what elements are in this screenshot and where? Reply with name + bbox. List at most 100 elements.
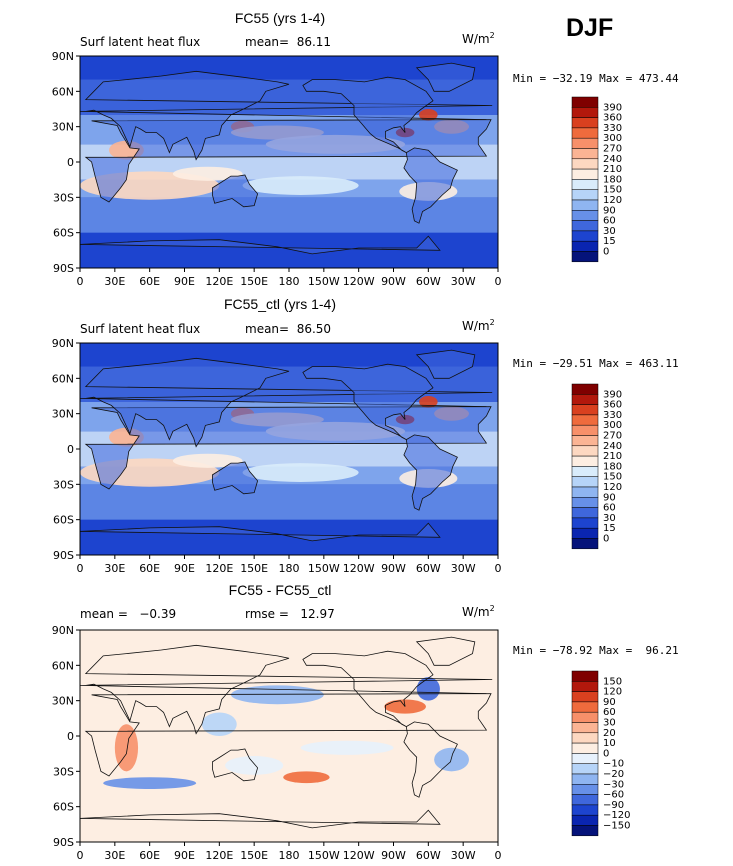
map-contour-patch (242, 176, 359, 195)
x-tick-label: 150E (240, 849, 268, 862)
subtitle-left: Surf latent heat flux (80, 35, 201, 49)
x-tick-label: 60W (416, 849, 441, 862)
subtitle-left: mean = −0.39 (80, 607, 177, 621)
map-contour-patch (172, 166, 243, 181)
coastline (302, 76, 434, 153)
colorbar-label: 210 (603, 164, 622, 175)
colorbar-label: −120 (603, 810, 630, 821)
min-max-readout: Min = −29.51 Max = 463.11 (513, 357, 679, 370)
subtitle-stat: rmse = 12.97 (245, 607, 335, 621)
colorbar-swatch (571, 230, 599, 242)
colorbar-label: 150 (603, 676, 622, 687)
y-tick-label: 60S (53, 514, 74, 527)
coastline (79, 644, 493, 735)
colorbar-swatch (571, 732, 599, 744)
colorbar-swatch (571, 240, 599, 252)
colorbar-label: 390 (603, 102, 622, 113)
colorbar-swatch (571, 466, 599, 477)
colorbar-label: 210 (603, 451, 622, 462)
x-tick-label: 120E (205, 562, 233, 575)
colorbar-label: 330 (603, 410, 622, 421)
map-contour-patch (242, 463, 359, 482)
map-contour-patch (419, 396, 438, 408)
x-tick-label: 0 (495, 275, 502, 288)
map-contour-patch (201, 712, 237, 736)
coastline (403, 147, 458, 224)
coastline (302, 650, 434, 727)
colorbar-label: 60 (603, 216, 616, 227)
colorbar-label: 90 (603, 492, 616, 503)
colorbar-label: 120 (603, 687, 622, 698)
colorbar-label: 240 (603, 441, 622, 452)
colorbar-swatch (571, 814, 599, 826)
x-tick-label: 60W (416, 275, 441, 288)
map-contour-patch (434, 747, 469, 772)
x-tick-label: 60E (139, 562, 160, 575)
colorbar-swatch (571, 168, 599, 180)
coastline (211, 461, 259, 495)
map-field (80, 630, 498, 842)
min-max-readout: Min = −78.92 Max = 96.21 (513, 644, 679, 657)
coastline (84, 693, 492, 777)
map-contour-patch (103, 777, 197, 789)
colorbar-swatch (571, 763, 599, 775)
colorbar-swatch (571, 148, 599, 160)
colorbar-swatch (571, 137, 599, 149)
x-tick-label: 30W (451, 849, 476, 862)
x-tick-label: 90W (381, 849, 406, 862)
y-tick-label: 0 (67, 730, 74, 743)
colorbar-swatch (571, 753, 599, 764)
y-tick-label: 90S (53, 262, 74, 275)
x-tick-label: 0 (77, 849, 84, 862)
y-tick-label: 0 (67, 156, 74, 169)
panel-title: FC55 - FC55_ctl (228, 582, 332, 598)
y-tick-label: 30N (52, 695, 74, 708)
colorbar-label: 15 (603, 523, 616, 534)
panel-title: FC55 (yrs 1-4) (234, 10, 326, 26)
colorbar-swatch (571, 773, 599, 785)
x-tick-label: 60E (139, 849, 160, 862)
colorbar-swatch (571, 220, 599, 232)
colorbar-label: 270 (603, 144, 622, 155)
colorbar-swatch (571, 107, 599, 118)
x-tick-label: 150E (240, 562, 268, 575)
colorbar-swatch (571, 179, 599, 190)
x-tick-label: 60E (139, 275, 160, 288)
colorbar-swatch (571, 711, 599, 723)
y-tick-label: 90N (52, 50, 74, 63)
y-tick-label: 60S (53, 227, 74, 240)
coastline (415, 349, 476, 379)
x-tick-label: 0 (77, 562, 84, 575)
colorbar-swatch (571, 394, 599, 405)
colorbar-label: 60 (603, 503, 616, 514)
colorbar-swatch (571, 691, 599, 703)
x-tick-label: 120W (343, 562, 375, 575)
colorbar-label: −20 (603, 769, 624, 780)
colorbar-label: 120 (603, 195, 622, 206)
x-tick-label: 90W (381, 275, 406, 288)
colorbar-label: 150 (603, 185, 622, 196)
colorbar-swatch (571, 199, 599, 211)
colorbar-swatch (571, 414, 599, 426)
units-label: W/m2 (462, 604, 495, 619)
colorbar-swatch (571, 722, 599, 734)
y-tick-label: 30N (52, 408, 74, 421)
x-tick-label: 120E (205, 275, 233, 288)
colorbar-label: 240 (603, 154, 622, 165)
map-contour-patch (283, 771, 330, 784)
x-tick-label: 180 (279, 275, 300, 288)
colorbar-swatch (571, 210, 599, 221)
colorbar-label: 90 (603, 697, 616, 708)
colorbar-swatch (571, 517, 599, 529)
colorbar-label: 30 (603, 718, 616, 729)
x-tick-label: 120E (205, 849, 233, 862)
colorbar-swatch (571, 507, 599, 519)
x-tick-label: 90E (174, 562, 195, 575)
colorbar-swatch (571, 424, 599, 436)
colorbar-label: −90 (603, 800, 624, 811)
x-tick-label: 0 (495, 849, 502, 862)
colorbar-swatch (571, 804, 599, 816)
y-tick-label: 60N (52, 659, 74, 672)
y-tick-label: 30S (53, 765, 74, 778)
colorbar-label: 20 (603, 728, 616, 739)
